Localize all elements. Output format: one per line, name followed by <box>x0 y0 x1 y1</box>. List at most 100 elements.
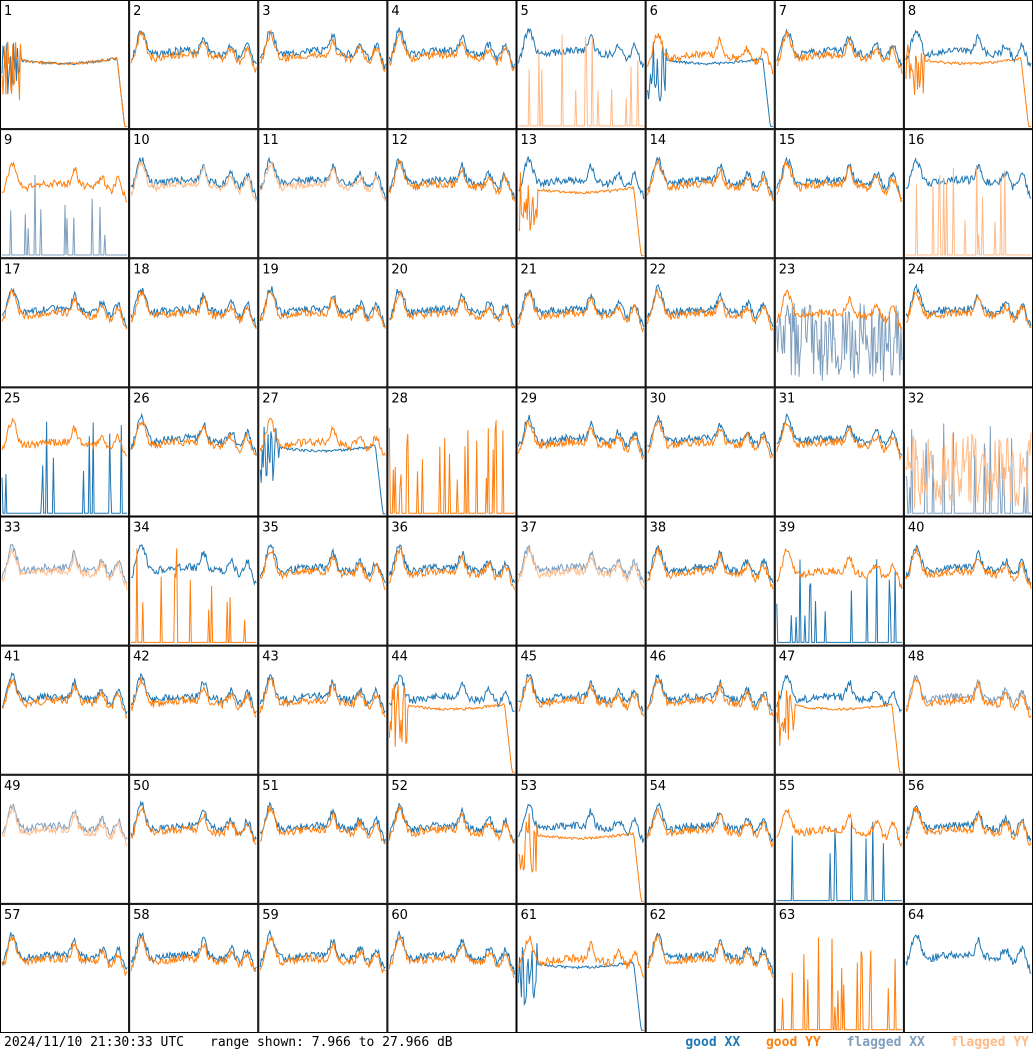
panel-53-yy-line <box>518 813 644 902</box>
panel-16-frame <box>903 129 1033 259</box>
panel-2: 2 <box>129 0 259 130</box>
panel-41-yy-line <box>1 678 128 719</box>
panel-32: 32 <box>903 387 1033 517</box>
panel-42: 42 <box>129 645 259 775</box>
panel-7-yy-line <box>776 31 903 74</box>
panel-3-frame <box>258 0 388 130</box>
panel-2-label: 2 <box>133 4 141 19</box>
panel-38-yy-line <box>647 546 774 590</box>
panel-9-xx-line <box>2 174 128 256</box>
panel-46: 46 <box>645 645 775 775</box>
panel-16-xx-line <box>905 157 1032 199</box>
panel-62-xx-line <box>647 932 774 975</box>
panel-53-frame <box>516 774 646 904</box>
panel-63-frame <box>774 903 904 1033</box>
panel-24-label: 24 <box>908 262 925 277</box>
panel-50-frame <box>129 774 259 904</box>
panel-45: 45 <box>516 645 646 775</box>
panel-14: 14 <box>645 129 775 259</box>
panel-13-frame <box>516 129 646 259</box>
panel-47-frame <box>774 645 904 775</box>
panel-36-label: 36 <box>391 521 408 536</box>
panel-32-xx-line <box>905 423 1031 514</box>
panel-11-yy-line <box>259 161 386 202</box>
panel-43-frame <box>258 645 388 775</box>
panel-27-label: 27 <box>262 391 279 406</box>
panel-20-xx-line <box>389 288 515 328</box>
panel-36-frame <box>387 516 517 646</box>
panel-27-yy-line <box>259 417 386 456</box>
panel-43: 43 <box>258 645 388 775</box>
panel-41: 41 <box>0 645 130 775</box>
panel-17-yy-line <box>1 288 128 330</box>
panel-47: 47 <box>774 645 904 775</box>
panel-44-frame <box>387 645 517 775</box>
panel-26: 26 <box>129 387 259 517</box>
panel-28: 28 <box>387 387 517 517</box>
panel-50-yy-line <box>130 806 257 845</box>
panel-34-xx-line <box>131 543 257 586</box>
panel-19-xx-line <box>259 286 386 328</box>
panel-13: 13 <box>516 129 646 259</box>
legend-good-xx: good XX <box>685 1035 741 1050</box>
panel-20: 20 <box>387 258 517 388</box>
footer-bar: 2024/11/10 21:30:33 UTC range shown: 7.9… <box>0 1033 1033 1053</box>
panel-5-xx-line <box>518 27 645 68</box>
panel-10-xx-line <box>130 157 257 200</box>
panel-53: 53 <box>516 774 646 904</box>
panel-45-label: 45 <box>521 650 538 665</box>
panel-38-xx-line <box>647 545 774 583</box>
panel-36-yy-line <box>388 547 515 590</box>
panel-10: 10 <box>129 129 259 259</box>
panel-41-label: 41 <box>4 650 21 665</box>
panel-31: 31 <box>774 387 904 517</box>
panel-31-xx-line <box>776 413 903 455</box>
panel-35-frame <box>258 516 388 646</box>
panel-1-label: 1 <box>4 4 12 19</box>
panel-14-frame <box>645 129 775 259</box>
panel-45-frame <box>516 645 646 775</box>
panel-3-xx-line <box>259 30 386 70</box>
panel-37-xx-line <box>518 545 645 583</box>
panel-19-label: 19 <box>262 262 279 277</box>
panel-13-yy-line <box>518 172 644 257</box>
panel-52: 52 <box>387 774 517 904</box>
panel-22-xx-line <box>647 284 774 327</box>
legend-good-yy: good YY <box>765 1035 821 1050</box>
panel-1-frame <box>0 0 130 130</box>
panel-27: 27 <box>258 387 388 517</box>
panel-60-yy-line <box>388 935 515 979</box>
panel-20-label: 20 <box>391 262 408 277</box>
panel-22: 22 <box>645 258 775 388</box>
panel-22-label: 22 <box>650 262 667 277</box>
panel-25-xx-line <box>1 421 128 514</box>
panel-46-label: 46 <box>650 650 667 665</box>
panel-57-label: 57 <box>4 908 21 923</box>
panel-60-xx-line <box>388 930 515 975</box>
panel-50: 50 <box>129 774 259 904</box>
panel-35-yy-line <box>259 548 386 591</box>
panel-5-yy-line <box>518 34 644 127</box>
panel-35: 35 <box>258 516 388 646</box>
panel-25-frame <box>0 387 130 517</box>
panel-33: 33 <box>0 516 130 646</box>
panel-21-xx-line <box>518 289 645 328</box>
panel-58-yy-line <box>130 936 257 973</box>
panel-40-xx-line <box>905 544 1032 586</box>
panel-4-label: 4 <box>391 4 399 19</box>
panel-8-yy-line <box>905 44 1031 127</box>
panel-36: 36 <box>387 516 517 646</box>
panel-28-label: 28 <box>391 391 408 406</box>
panel-18-xx-line <box>130 287 257 328</box>
panel-2-frame <box>129 0 259 130</box>
panel-62: 62 <box>645 903 775 1033</box>
panel-30: 30 <box>645 387 775 517</box>
panel-39: 39 <box>774 516 904 646</box>
panel-33-xx-line <box>1 544 128 584</box>
panel-20-yy-line <box>389 290 515 329</box>
panel-58-frame <box>129 903 259 1033</box>
panel-16-yy-line <box>905 166 1031 256</box>
panel-7: 7 <box>774 0 904 130</box>
panel-62-label: 62 <box>650 908 667 923</box>
panel-15-yy-line <box>776 159 903 203</box>
